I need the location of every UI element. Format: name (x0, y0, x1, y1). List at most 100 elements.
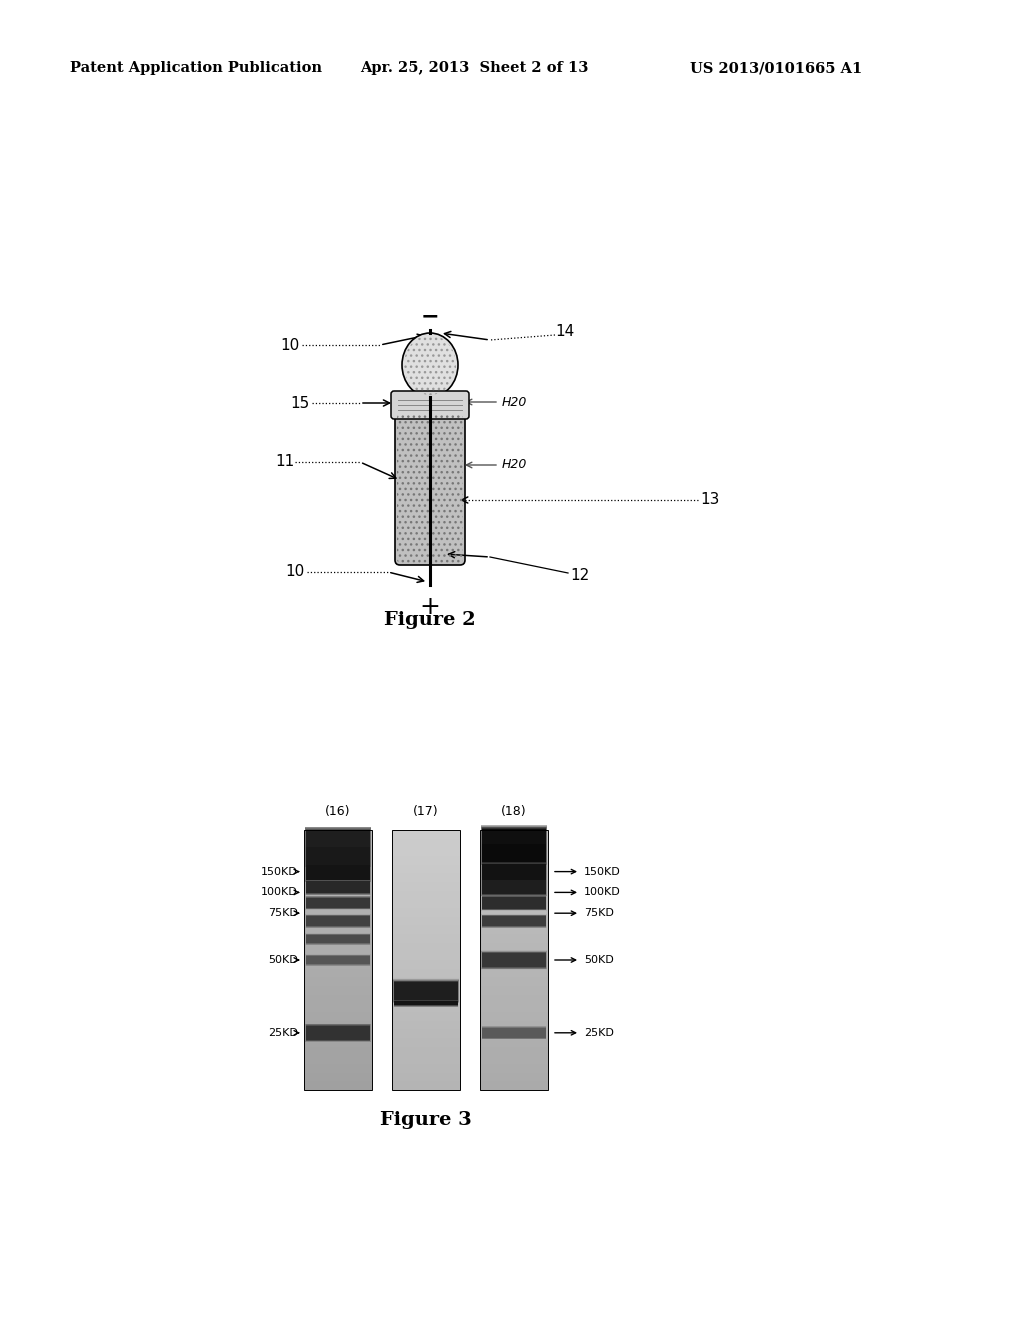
Text: (18): (18) (501, 805, 526, 818)
Polygon shape (304, 986, 372, 995)
Polygon shape (480, 995, 548, 1003)
Polygon shape (482, 1028, 546, 1038)
Polygon shape (304, 1030, 372, 1038)
Polygon shape (304, 830, 372, 838)
Polygon shape (392, 899, 460, 908)
Polygon shape (392, 882, 460, 891)
Polygon shape (392, 838, 460, 847)
Polygon shape (305, 879, 371, 895)
Polygon shape (305, 845, 371, 867)
Polygon shape (480, 925, 548, 935)
Polygon shape (480, 882, 548, 891)
Polygon shape (305, 861, 371, 883)
Polygon shape (480, 1047, 548, 1055)
Polygon shape (305, 879, 371, 895)
Text: (16): (16) (326, 805, 351, 818)
Polygon shape (305, 913, 371, 928)
Polygon shape (481, 825, 547, 850)
Polygon shape (394, 982, 458, 1001)
Polygon shape (481, 879, 546, 895)
FancyBboxPatch shape (391, 391, 469, 418)
Polygon shape (393, 978, 459, 1005)
Polygon shape (481, 861, 547, 883)
Polygon shape (480, 838, 548, 847)
Polygon shape (304, 847, 372, 855)
Polygon shape (481, 1027, 547, 1039)
Text: 50KD: 50KD (268, 954, 298, 965)
Polygon shape (480, 908, 548, 916)
Polygon shape (305, 896, 371, 909)
Text: Patent Application Publication: Patent Application Publication (70, 61, 322, 75)
Polygon shape (304, 969, 372, 977)
Text: 150KD: 150KD (261, 867, 298, 876)
Text: 75KD: 75KD (268, 908, 298, 919)
Polygon shape (482, 916, 546, 927)
Polygon shape (481, 915, 546, 927)
Polygon shape (305, 862, 371, 882)
Polygon shape (304, 960, 372, 969)
Polygon shape (480, 1003, 548, 1012)
Polygon shape (392, 865, 460, 874)
Polygon shape (481, 842, 547, 865)
Polygon shape (305, 915, 371, 928)
Polygon shape (305, 826, 371, 854)
Polygon shape (392, 935, 460, 942)
Polygon shape (392, 847, 460, 855)
Polygon shape (481, 895, 547, 911)
Polygon shape (480, 969, 548, 977)
Text: 15: 15 (291, 396, 310, 411)
Polygon shape (304, 874, 372, 882)
Polygon shape (304, 865, 372, 874)
Text: 11: 11 (275, 454, 295, 470)
Text: H20: H20 (502, 458, 527, 471)
Polygon shape (480, 855, 548, 865)
Polygon shape (482, 896, 546, 908)
Polygon shape (306, 846, 371, 866)
Polygon shape (305, 1024, 371, 1041)
Text: 25KD: 25KD (268, 1028, 298, 1038)
Polygon shape (304, 1047, 372, 1055)
Polygon shape (480, 1012, 548, 1020)
Polygon shape (306, 882, 370, 894)
Text: H20: H20 (502, 396, 527, 408)
Polygon shape (304, 1081, 372, 1090)
Polygon shape (393, 979, 459, 1003)
Polygon shape (481, 1027, 546, 1039)
Polygon shape (392, 969, 460, 977)
Polygon shape (392, 1003, 460, 1012)
Polygon shape (304, 1003, 372, 1012)
Polygon shape (392, 1073, 460, 1081)
Polygon shape (481, 878, 547, 896)
Polygon shape (305, 1023, 371, 1043)
Text: 150KD: 150KD (584, 867, 621, 876)
Polygon shape (481, 828, 547, 849)
Polygon shape (394, 993, 458, 1005)
Polygon shape (305, 828, 371, 854)
Polygon shape (306, 956, 371, 965)
Polygon shape (480, 874, 548, 882)
Polygon shape (480, 952, 548, 960)
Polygon shape (306, 830, 371, 851)
Polygon shape (304, 899, 372, 908)
Polygon shape (305, 846, 371, 866)
Text: 100KD: 100KD (261, 887, 298, 898)
Polygon shape (481, 1026, 547, 1040)
Polygon shape (480, 1064, 548, 1073)
Polygon shape (480, 899, 548, 908)
Text: Apr. 25, 2013  Sheet 2 of 13: Apr. 25, 2013 Sheet 2 of 13 (360, 61, 589, 75)
Polygon shape (305, 862, 371, 882)
Polygon shape (304, 1020, 372, 1030)
Polygon shape (392, 1020, 460, 1030)
Polygon shape (394, 982, 458, 1001)
Polygon shape (392, 977, 460, 986)
Polygon shape (305, 829, 371, 851)
Polygon shape (481, 863, 546, 880)
Polygon shape (481, 826, 547, 849)
Polygon shape (304, 1073, 372, 1081)
Polygon shape (392, 1038, 460, 1047)
Polygon shape (480, 891, 548, 899)
Polygon shape (481, 895, 547, 911)
Polygon shape (306, 863, 370, 879)
Polygon shape (306, 916, 370, 927)
Polygon shape (392, 830, 460, 838)
